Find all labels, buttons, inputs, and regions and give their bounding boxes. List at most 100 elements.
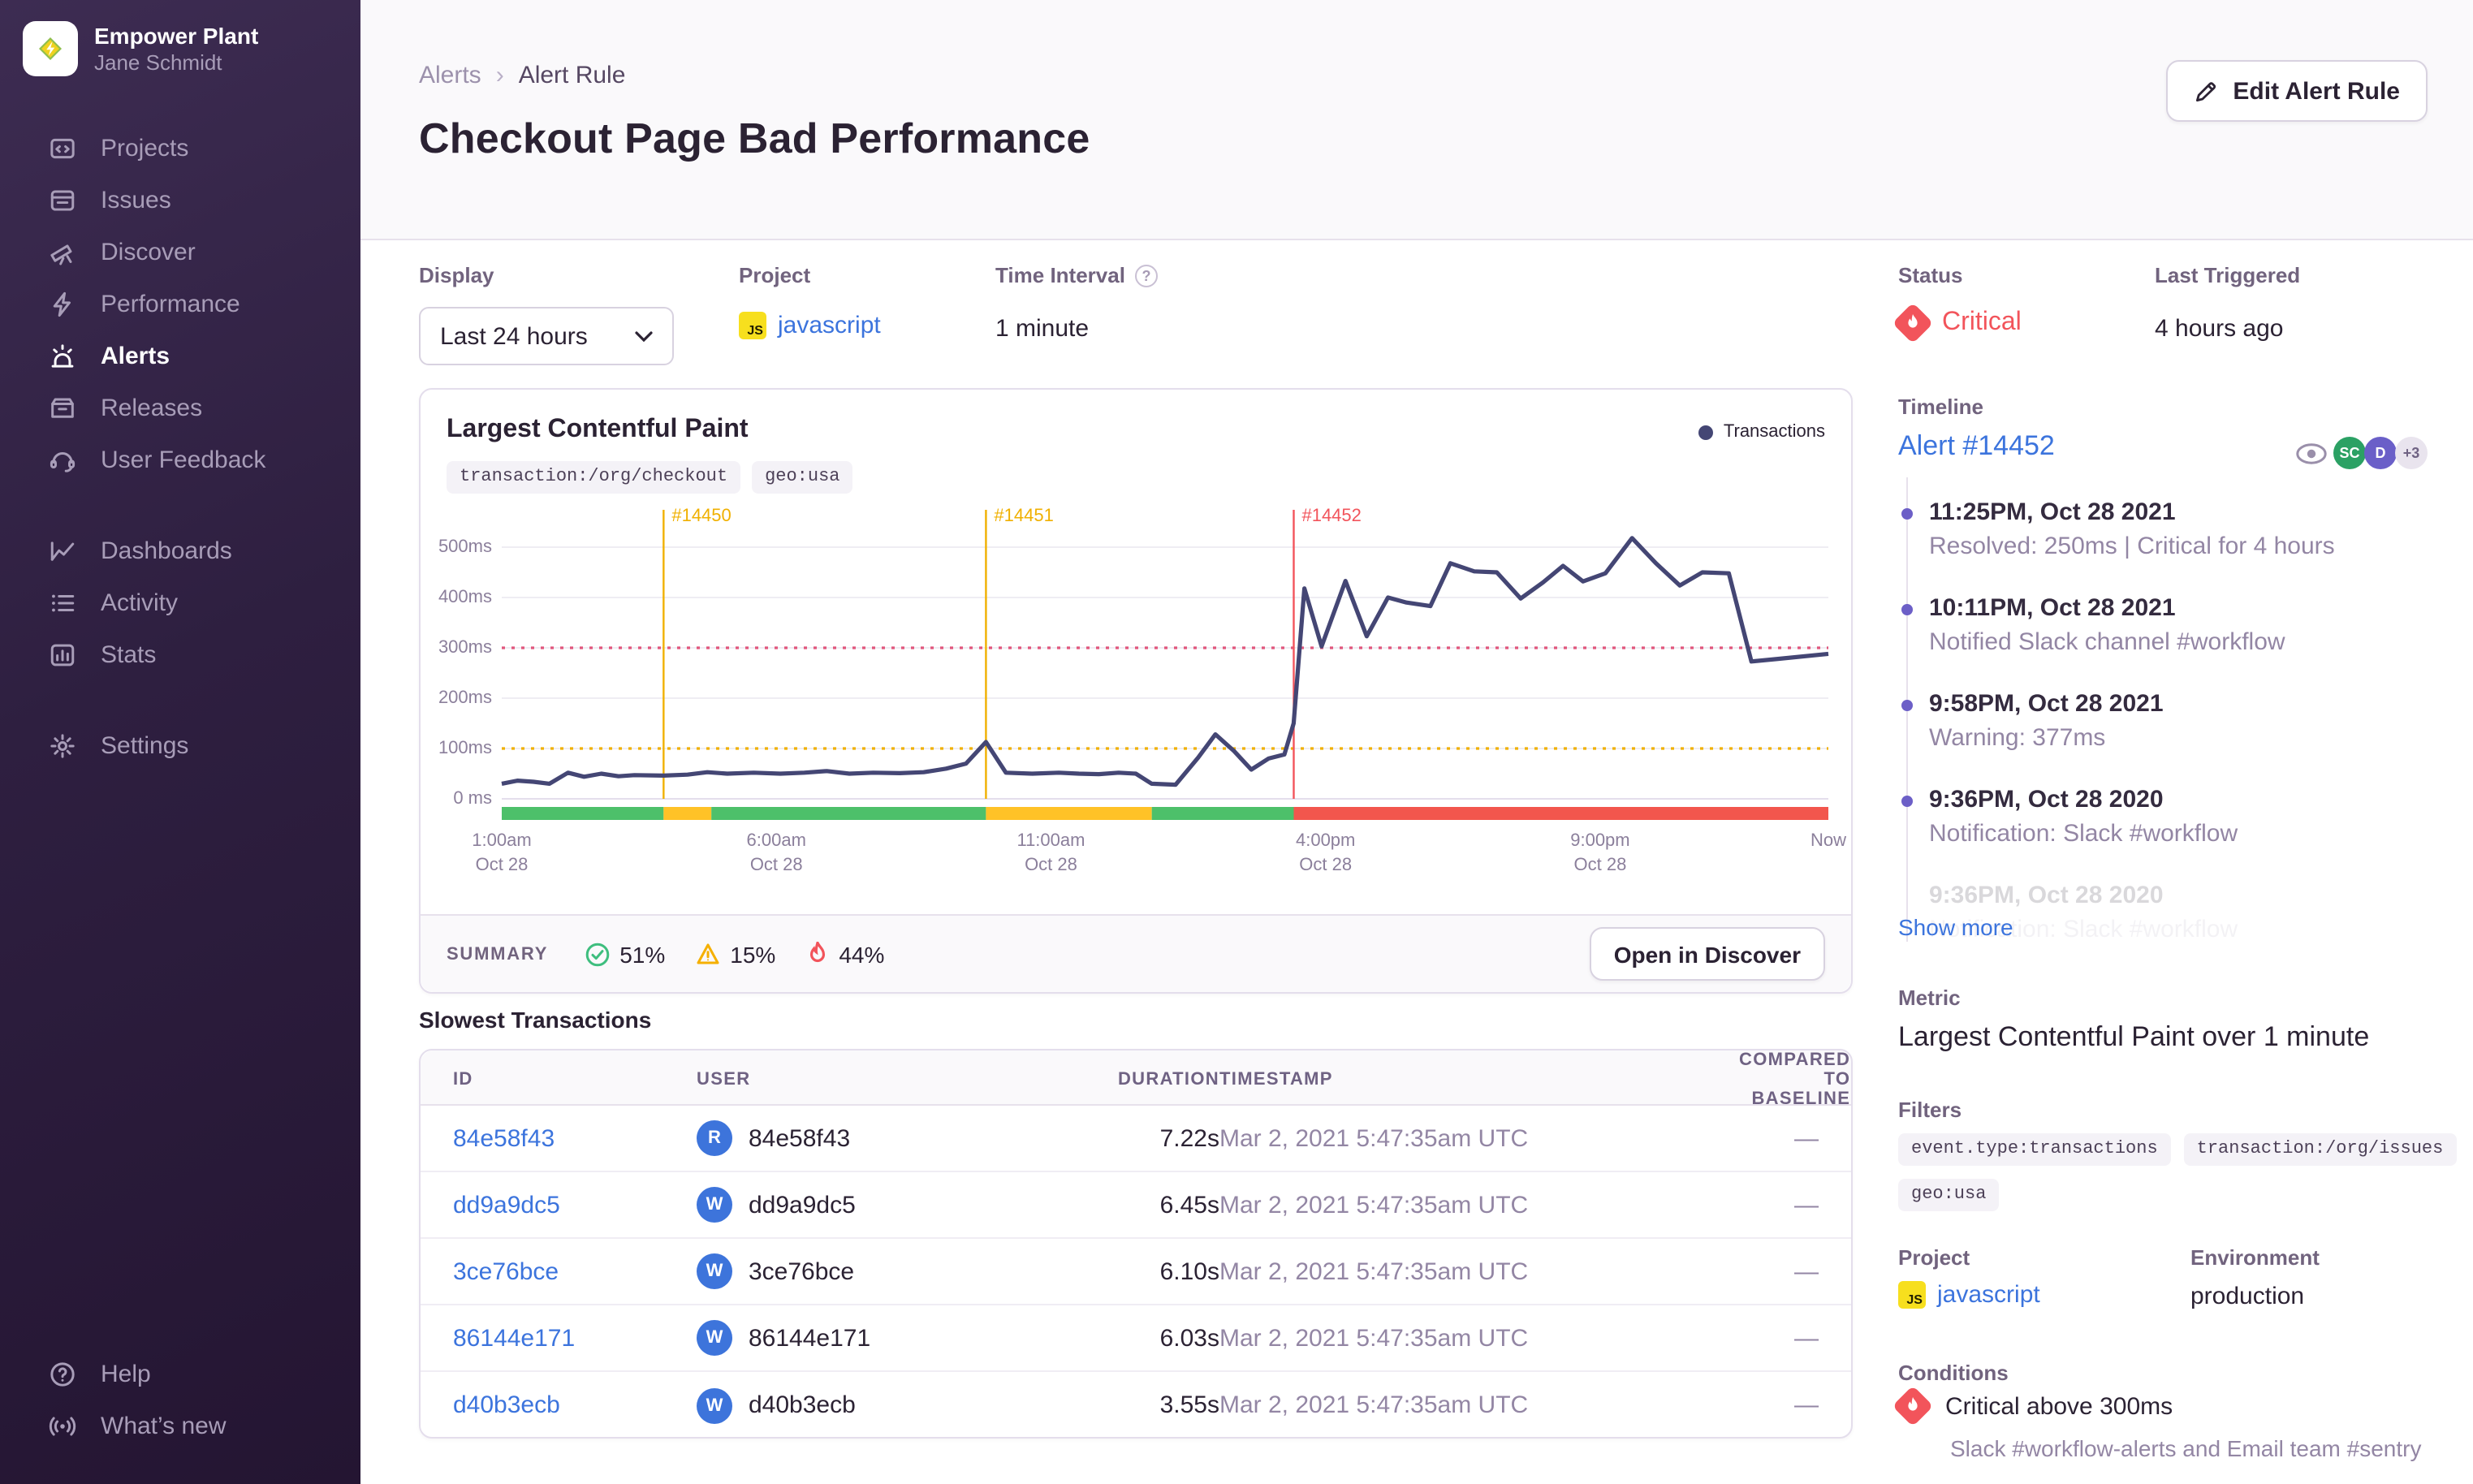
y-axis-tick: 200ms xyxy=(438,688,492,708)
condition-actions: Slack #workflow-alerts and Email team #s… xyxy=(1950,1435,2422,1461)
eye-icon[interactable] xyxy=(2294,441,2328,465)
x-axis-tick-date: Oct 28 xyxy=(1025,856,1077,875)
projects-icon xyxy=(49,133,78,162)
check-circle-icon xyxy=(584,941,610,967)
avatar: R xyxy=(697,1120,732,1156)
table-row: 84e58f43 R 84e58f43 7.22s Mar 2, 2021 5:47:3… xyxy=(421,1106,1851,1172)
fire-icon xyxy=(805,941,829,967)
sidebar-item-label: Releases xyxy=(101,394,203,421)
discover-icon xyxy=(49,237,78,266)
sidebar-item-label: Stats xyxy=(101,641,157,668)
sidebar-item-stats[interactable]: Stats xyxy=(0,628,360,680)
issues-icon xyxy=(49,185,78,214)
sidebar-nav: Projects Issues Discover Performance Alerts R… xyxy=(0,122,360,771)
sidebar-item-activity[interactable]: Activity xyxy=(0,576,360,628)
table-row: 86144e171 W 86144e171 6.03s Mar 2, 2021 5:47… xyxy=(421,1305,1851,1372)
timeline-dot-icon xyxy=(1901,796,1913,807)
sidebar-item-dashboards[interactable]: Dashboards xyxy=(0,524,360,576)
project-label: Project xyxy=(739,263,811,287)
legend-dot-icon xyxy=(1698,425,1714,439)
baseline-cell: — xyxy=(1794,1391,1819,1419)
sidebar-item-user-feedback[interactable]: User Feedback xyxy=(0,434,360,485)
x-axis-tick: 1:00am xyxy=(472,831,532,851)
timestamp-cell: Mar 2, 2021 5:47:35am UTC xyxy=(1219,1124,1529,1152)
sidebar-item-whats-new[interactable]: What’s new xyxy=(0,1400,360,1452)
breadcrumb: Alerts › Alert Rule xyxy=(419,62,625,89)
transaction-id-link[interactable]: dd9a9dc5 xyxy=(453,1191,560,1219)
user-name: dd9a9dc5 xyxy=(749,1191,856,1219)
timeline-entry-detail: Resolved: 250ms | Critical for 4 hours xyxy=(1929,533,2335,560)
sidebar-item-label: Dashboards xyxy=(101,537,232,564)
help-tooltip-icon[interactable]: ? xyxy=(1134,264,1158,287)
sidebar-item-label: Issues xyxy=(101,186,171,214)
alerts-icon xyxy=(49,341,78,370)
status-strip-segment-ok xyxy=(502,807,664,820)
user-name: Jane Schmidt xyxy=(94,50,222,74)
column-header: DURATION xyxy=(1117,1070,1219,1089)
column-header: USER xyxy=(697,1070,751,1089)
open-in-discover-button[interactable]: Open in Discover xyxy=(1589,927,1825,981)
sidebar-item-settings[interactable]: Settings xyxy=(0,719,360,771)
settings-icon xyxy=(49,731,78,760)
avatar: SC xyxy=(2333,437,2366,469)
display-select[interactable]: Last 24 hours xyxy=(419,307,674,365)
x-axis-tick-date: Oct 28 xyxy=(475,856,529,875)
timeline-entry: 9:58PM, Oct 28 2021 Warning: 377ms xyxy=(1898,688,2458,755)
table-body: 84e58f43 R 84e58f43 7.22s Mar 2, 2021 5:47:3… xyxy=(421,1106,1851,1437)
chart-legend: Transactions xyxy=(1698,422,1825,442)
sidebar-item-performance[interactable]: Performance xyxy=(0,278,360,330)
transaction-id-link[interactable]: d40b3ecb xyxy=(453,1391,560,1419)
sidebar-item-projects[interactable]: Projects xyxy=(0,122,360,174)
critical-fire-icon xyxy=(1892,1385,1934,1427)
project-detail-label: Project xyxy=(1898,1245,1970,1270)
sidebar-item-releases[interactable]: Releases xyxy=(0,382,360,434)
incident-marker-label: #14450 xyxy=(671,507,732,526)
timestamp-cell: Mar 2, 2021 5:47:35am UTC xyxy=(1219,1324,1529,1352)
timeline-dot-icon xyxy=(1901,508,1913,520)
org-switcher[interactable]: Empower Plant Jane Schmidt xyxy=(0,0,360,76)
display-label: Display xyxy=(419,263,494,287)
last-triggered-label: Last Triggered xyxy=(2155,263,2301,287)
baseline-cell: — xyxy=(1794,1324,1819,1352)
avatar: W xyxy=(697,1387,732,1423)
sidebar-item-label: Settings xyxy=(101,731,189,759)
javascript-platform-icon: JS xyxy=(1898,1281,1926,1309)
timeline-entry-detail: Notification: Slack #workflow xyxy=(1929,916,2238,943)
critical-fire-icon xyxy=(1892,302,1934,344)
breadcrumb-alerts[interactable]: Alerts xyxy=(419,62,481,89)
pencil-icon xyxy=(2194,79,2218,103)
chart-summary-footer: SUMMARY 51% 15% 44% Open in Discover xyxy=(421,914,1851,992)
summary-label: SUMMARY xyxy=(447,944,549,964)
timeline-header: Timeline Alert #14452 SC D +3 xyxy=(1898,395,2450,469)
transaction-id-link[interactable]: 84e58f43 xyxy=(453,1124,555,1152)
page-title: Checkout Page Bad Performance xyxy=(419,114,1090,162)
org-logo-icon xyxy=(23,21,78,76)
alert-number-link[interactable]: Alert #14452 xyxy=(1898,430,2055,461)
chart-card: Largest Contentful Paint Transactions tr… xyxy=(419,388,1853,994)
edit-alert-rule-button[interactable]: Edit Alert Rule xyxy=(2166,60,2428,122)
project-detail-link[interactable]: JS javascript xyxy=(1898,1281,2040,1309)
project-link[interactable]: JS javascript xyxy=(739,312,881,339)
sidebar-item-discover[interactable]: Discover xyxy=(0,226,360,278)
sidebar-item-label: User Feedback xyxy=(101,446,266,473)
transaction-id-link[interactable]: 3ce76bce xyxy=(453,1258,559,1285)
breadcrumb-separator-icon: › xyxy=(495,62,504,89)
show-more-link[interactable]: Show more xyxy=(1898,914,2013,940)
sidebar-item-label: Projects xyxy=(101,134,189,162)
timeline-dot-icon xyxy=(1901,700,1913,711)
chart-tag-chip: geo:usa xyxy=(752,461,853,494)
sidebar-item-help[interactable]: Help xyxy=(0,1348,360,1400)
performance-icon xyxy=(49,289,78,318)
sidebar-item-issues[interactable]: Issues xyxy=(0,174,360,226)
status-strip-segment-ok xyxy=(711,807,986,820)
conditions-label: Conditions xyxy=(1898,1361,2009,1385)
sidebar-item-alerts[interactable]: Alerts xyxy=(0,330,360,382)
breadcrumb-alert-rule: Alert Rule xyxy=(518,62,626,89)
condition-title: Critical above 300ms xyxy=(1945,1392,2173,1420)
timeline-label: Timeline xyxy=(1898,395,1984,419)
time-interval-value: 1 minute xyxy=(995,315,1090,343)
transaction-id-link[interactable]: 86144e171 xyxy=(453,1324,576,1352)
user-cell: W 3ce76bce xyxy=(697,1253,1103,1289)
x-axis-tick-date: Oct 28 xyxy=(1299,856,1353,875)
environment-value: production xyxy=(2190,1283,2305,1310)
